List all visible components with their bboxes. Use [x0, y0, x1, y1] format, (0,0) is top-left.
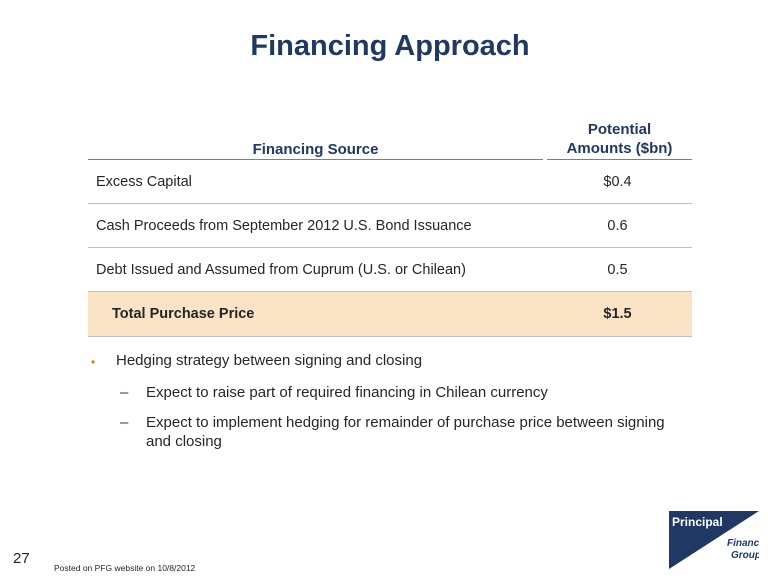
logo-triangle-icon — [669, 511, 759, 569]
header-amount-line2: Amounts ($bn) — [566, 140, 673, 157]
row-amount: $0.4 — [603, 173, 632, 190]
logo-line3: Group — [731, 550, 759, 561]
logo-line1: Principal — [672, 515, 723, 529]
total-amount: $1.5 — [603, 306, 632, 322]
bullet-list: • Hedging strategy between signing and c… — [88, 352, 688, 462]
bullet-text: Hedging strategy between signing and clo… — [116, 352, 423, 369]
header-amount-line1: Potential — [587, 121, 652, 138]
bullet-dot-icon: • — [91, 355, 96, 369]
page-number: 27 — [13, 550, 30, 567]
row-source: Excess Capital — [96, 173, 192, 190]
principal-logo: Principal Financial Group — [669, 511, 759, 569]
bullet-item: • Hedging strategy between signing and c… — [88, 352, 688, 369]
financing-table: Financing Source Potential Amounts ($bn)… — [88, 118, 692, 337]
table-header: Financing Source Potential Amounts ($bn) — [88, 118, 692, 160]
table-row: Debt Issued and Assumed from Cuprum (U.S… — [88, 248, 692, 292]
row-source: Debt Issued and Assumed from Cuprum (U.S… — [96, 261, 466, 278]
footer-note: Posted on PFG website on 10/8/2012 — [54, 563, 196, 573]
sub-bullet-text: Expect to raise part of required financi… — [146, 384, 548, 401]
table-total-row: Total Purchase Price $1.5 — [88, 292, 692, 337]
sub-bullet-text: Expect to implement hedging for remainde… — [146, 414, 665, 450]
sub-bullet-item: – Expect to raise part of required finan… — [88, 383, 688, 402]
row-source: Cash Proceeds from September 2012 U.S. B… — [96, 217, 472, 234]
total-source: Total Purchase Price — [112, 306, 255, 322]
row-amount: 0.5 — [607, 261, 628, 278]
dash-icon: – — [120, 414, 129, 431]
sub-bullet-item: – Expect to implement hedging for remain… — [88, 413, 688, 451]
table-row: Excess Capital $0.4 — [88, 160, 692, 204]
header-potential-amounts: Potential Amounts ($bn) — [547, 120, 692, 160]
logo-line2: Financial — [727, 538, 759, 549]
slide-title: Financing Approach — [250, 30, 530, 62]
dash-icon: – — [120, 384, 129, 401]
table-row: Cash Proceeds from September 2012 U.S. B… — [88, 204, 692, 248]
row-amount: 0.6 — [607, 217, 628, 234]
header-financing-source: Financing Source — [88, 141, 543, 160]
